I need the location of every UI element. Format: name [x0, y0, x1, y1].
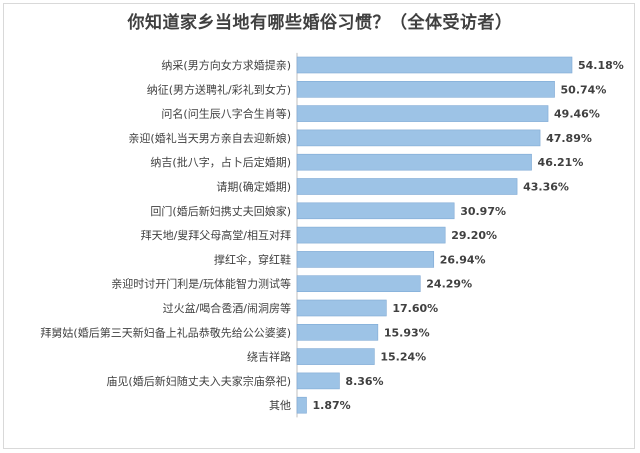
- category-label: 拜天地/叟拜父母高堂/相互对拜: [141, 228, 291, 242]
- bar: [296, 251, 435, 268]
- category-label: 亲迎时讨开门利是/玩体能智力测试等: [111, 277, 291, 291]
- category-label: 纳采(男方向女方求婚提亲): [161, 58, 291, 72]
- category-label: 撑红伞，穿红鞋: [214, 252, 291, 266]
- bar: [296, 178, 518, 195]
- value-label: 1.87%: [312, 399, 350, 412]
- category-label: 庙见(婚后新妇随丈夫入夫家宗庙祭祀): [106, 374, 291, 388]
- bar: [296, 81, 555, 98]
- bar: [296, 129, 541, 147]
- value-label: 15.93%: [384, 326, 430, 339]
- category-label: 纳征(男方送聘礼/彩礼到女方): [147, 82, 291, 96]
- bar: [296, 396, 307, 414]
- value-label: 47.89%: [546, 132, 592, 145]
- bar: [296, 323, 379, 341]
- bar: [296, 299, 387, 317]
- category-label: 过火盆/喝合卺酒/闹洞房等: [163, 301, 291, 315]
- category-label: 请期(确定婚期): [216, 180, 291, 194]
- bar: [296, 105, 549, 122]
- value-label: 43.36%: [523, 181, 569, 194]
- value-label: 26.94%: [440, 253, 486, 266]
- bar: [296, 153, 532, 171]
- value-label: 29.20%: [451, 229, 497, 242]
- category-label: 回门(婚后新妇携丈夫回娘家): [150, 204, 291, 218]
- category-label: 问名(问生辰八字合生肖等): [161, 107, 291, 121]
- category-label: 绕吉祥路: [247, 350, 291, 364]
- bar: [296, 56, 573, 74]
- value-label: 24.29%: [426, 278, 472, 291]
- bar: [296, 226, 446, 244]
- category-label: 其他: [269, 399, 291, 412]
- value-label: 50.74%: [561, 83, 607, 96]
- value-label: 54.18%: [578, 59, 624, 72]
- value-label: 30.97%: [460, 205, 506, 218]
- bar: [296, 372, 340, 390]
- category-label: 纳吉(批八字，占卜后定婚期): [150, 155, 291, 169]
- value-label: 8.36%: [345, 375, 383, 388]
- bar: [296, 275, 421, 293]
- category-label: 亲迎(婚礼当天男方亲自去迎新娘): [128, 131, 291, 145]
- category-label: 拜舅姑(婚后第三天新妇备上礼品恭敬先给公公婆婆): [40, 325, 291, 339]
- bar: [296, 348, 375, 365]
- value-label: 15.24%: [380, 351, 426, 364]
- chart-title: 你知道家乡当地有哪些婚俗习惯？（全体受访者）: [127, 13, 513, 33]
- value-label: 17.60%: [392, 302, 438, 315]
- bar: [296, 202, 455, 220]
- value-label: 46.21%: [538, 156, 584, 169]
- value-label: 49.46%: [554, 108, 600, 121]
